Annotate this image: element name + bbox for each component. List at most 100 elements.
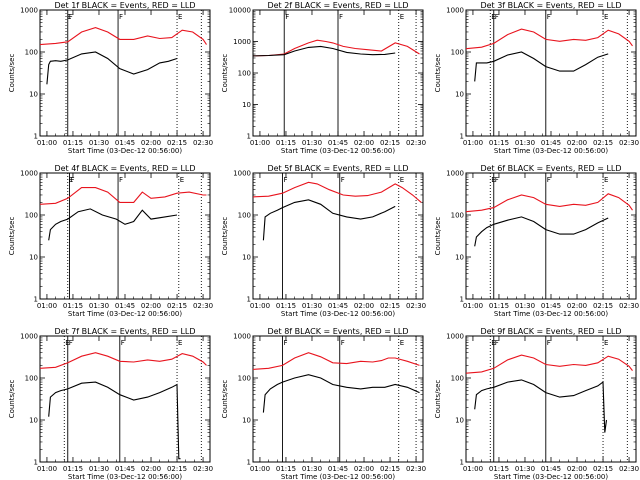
x-axis-label: Start Time (03-Dec-12 00:56:00) [68, 310, 182, 318]
chart-panel-4: Det 4f BLACK = Events, RED = LLD 1 10 100 10… [8, 164, 213, 318]
panel-title: Det 9f BLACK = Events, RED = LLD [480, 327, 621, 336]
lld-series-line [252, 352, 420, 370]
x-tick-label: 02:15 [167, 465, 187, 473]
y-tick-label: 10 [29, 417, 38, 425]
time-marker-label: F [495, 13, 499, 21]
x-tick-label: 02:15 [593, 465, 613, 473]
x-tick-label: 01:15 [63, 302, 83, 310]
time-marker-label: E [400, 13, 404, 21]
x-tick-label: 01:15 [276, 302, 296, 310]
lld-series-line [465, 193, 633, 213]
plot-frame [465, 172, 637, 300]
time-marker-label: F [547, 13, 551, 21]
y-tick-label: 1 [460, 296, 464, 304]
y-tick-label: 100 [451, 375, 464, 383]
events-series-line [262, 199, 396, 241]
x-axis-label: Start Time (03-Dec-12 00:56:00) [494, 147, 608, 155]
y-tick-label: 1 [34, 133, 38, 141]
time-marker-label: F [119, 13, 123, 21]
x-tick-label: 01:00 [463, 139, 483, 147]
y-tick-label: 10 [455, 91, 464, 99]
x-tick-label: 02:00 [354, 302, 374, 310]
y-tick-label: 1 [247, 459, 251, 467]
x-tick-label: 01:45 [328, 302, 348, 310]
y-tick-label: 1000 [20, 7, 38, 15]
chart-panel-8: Det 8f BLACK = Events, RED = LLD 1 10 100 10… [221, 327, 426, 480]
time-marker-label: E [180, 176, 184, 184]
y-tick-label: 100 [25, 49, 38, 57]
time-marker-label: F [547, 176, 551, 184]
x-tick-label: 02:30 [406, 465, 426, 473]
y-axis-label: Counts/sec [434, 54, 442, 93]
x-tick-label: 02:00 [354, 139, 374, 147]
y-tick-label: 10 [455, 254, 464, 262]
x-tick-label: 01:30 [302, 465, 322, 473]
y-tick-label: 100 [451, 49, 464, 57]
lld-series-line [39, 27, 207, 46]
x-tick-label: 01:30 [515, 302, 535, 310]
x-tick-label: 02:00 [354, 465, 374, 473]
events-series-line [48, 381, 181, 460]
y-tick-label: 1 [460, 133, 464, 141]
plot-frame [39, 335, 211, 463]
x-axis-label: Start Time (03-Dec-12 00:56:00) [281, 310, 395, 318]
x-tick-label: 01:30 [302, 302, 322, 310]
y-tick-label: 1 [247, 296, 251, 304]
x-tick-label: 02:30 [619, 465, 639, 473]
time-marker-label: F [341, 339, 345, 347]
x-tick-label: 01:00 [250, 465, 270, 473]
lld-series-line [465, 354, 633, 374]
y-tick-label: 1000 [233, 333, 251, 341]
x-tick-label: 02:30 [193, 139, 213, 147]
panel-title: Det 2f BLACK = Events, RED = LLD [267, 1, 408, 10]
x-tick-label: 01:00 [463, 465, 483, 473]
x-tick-label: 01:00 [37, 302, 57, 310]
time-marker-label: F [121, 339, 125, 347]
x-tick-label: 01:30 [89, 139, 109, 147]
lld-series-line [252, 181, 422, 203]
chart-panel-6: Det 6f BLACK = Events, RED = LLD 1 10 100 10… [434, 164, 639, 318]
x-tick-label: 01:30 [89, 302, 109, 310]
x-tick-label: 02:15 [380, 465, 400, 473]
x-tick-label: 01:15 [276, 465, 296, 473]
panel-title: Det 1f BLACK = Events, RED = LLD [54, 1, 195, 10]
panel-title: Det 6f BLACK = Events, RED = LLD [480, 164, 621, 173]
events-series-line [252, 45, 396, 57]
y-tick-label: 10 [242, 101, 251, 109]
time-marker-label: F [70, 176, 74, 184]
x-tick-label: 01:45 [541, 139, 561, 147]
x-tick-label: 02:15 [167, 139, 187, 147]
x-tick-label: 02:15 [593, 139, 613, 147]
panel-title: Det 8f BLACK = Events, RED = LLD [267, 327, 408, 336]
x-tick-label: 01:45 [541, 465, 561, 473]
x-tick-label: 01:45 [328, 465, 348, 473]
chart-panel-5: Det 5f BLACK = Events, RED = LLD 1 10 100 10… [221, 164, 426, 318]
y-tick-label: 1 [460, 459, 464, 467]
x-tick-label: 01:15 [489, 139, 509, 147]
x-tick-label: 02:00 [567, 302, 587, 310]
y-tick-label: 100 [238, 375, 251, 383]
events-series-line [474, 379, 608, 433]
panel-title: Det 4f BLACK = Events, RED = LLD [54, 164, 195, 173]
x-tick-label: 01:00 [37, 139, 57, 147]
time-marker-label: F [339, 13, 343, 21]
x-tick-label: 01:15 [63, 139, 83, 147]
x-axis-label: Start Time (03-Dec-12 00:56:00) [494, 310, 608, 318]
x-tick-label: 02:30 [619, 139, 639, 147]
plot-frame [465, 9, 637, 137]
time-marker-label: F [495, 339, 499, 347]
time-marker-label: F [283, 176, 287, 184]
x-tick-label: 02:30 [406, 139, 426, 147]
plot-frame [465, 335, 637, 463]
y-tick-label: 10 [242, 254, 251, 262]
x-tick-label: 01:15 [489, 465, 509, 473]
y-tick-label: 100 [238, 70, 251, 78]
x-tick-label: 01:45 [328, 139, 348, 147]
time-marker-label: F [495, 176, 499, 184]
x-tick-label: 01:00 [250, 302, 270, 310]
chart-panel-7: Det 7f BLACK = Events, RED = LLD 1 10 100 10… [8, 327, 213, 480]
time-marker-label: F [547, 339, 551, 347]
x-tick-label: 02:15 [593, 302, 613, 310]
